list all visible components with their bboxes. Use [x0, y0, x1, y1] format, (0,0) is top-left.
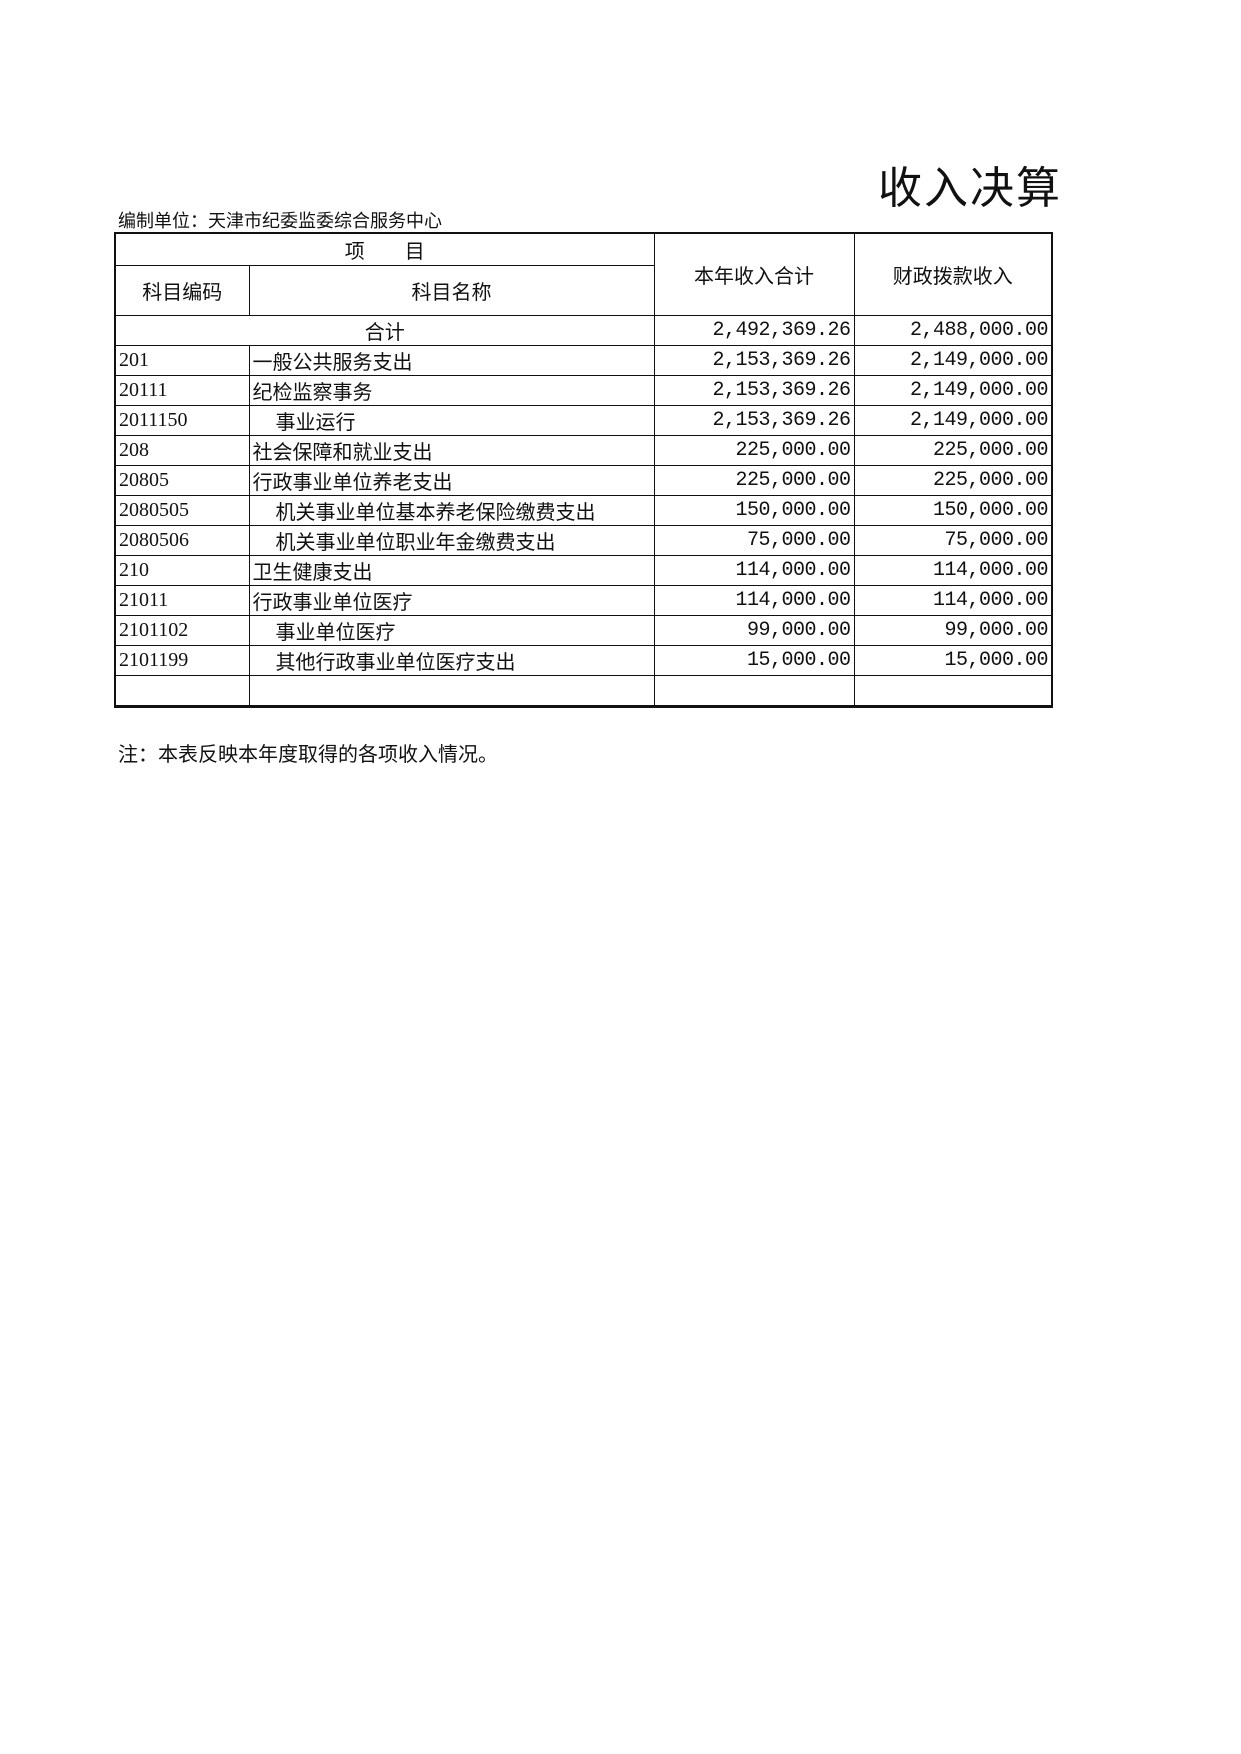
row-name: 社会保障和就业支出 — [248, 434, 655, 466]
table-row: 2101102 事业单位医疗 99,000.00 99,000.00 — [114, 614, 1053, 646]
row-code: 20111 — [114, 374, 250, 406]
row-total: 225,000.00 — [653, 434, 855, 466]
row-code: 2011150 — [114, 404, 250, 436]
row-code: 201 — [114, 344, 250, 376]
header-code: 科目编码 — [114, 264, 250, 316]
table-row: 208 社会保障和就业支出 225,000.00 225,000.00 — [114, 434, 1053, 466]
empty-row — [114, 674, 1053, 707]
row-fiscal: 75,000.00 — [853, 524, 1053, 556]
row-name: 卫生健康支出 — [248, 554, 655, 586]
row-total: 2,153,369.26 — [653, 374, 855, 406]
table-row: 2080505 机关事业单位基本养老保险缴费支出 150,000.00 150,000… — [114, 494, 1053, 526]
row-code: 2101199 — [114, 644, 250, 676]
row-code: 2080506 — [114, 524, 250, 556]
table-row: 201 一般公共服务支出 2,153,369.26 2,149,000.00 — [114, 344, 1053, 376]
compiling-unit: 编制单位：天津市纪委监委综合服务中心 — [118, 211, 442, 232]
table-row: 21011 行政事业单位医疗 114,000.00 114,000.00 — [114, 584, 1053, 616]
row-code: 2101102 — [114, 614, 250, 646]
total-label: 合计 — [114, 314, 655, 346]
row-fiscal: 225,000.00 — [853, 434, 1053, 466]
row-fiscal: 99,000.00 — [853, 614, 1053, 646]
row-fiscal: 15,000.00 — [853, 644, 1053, 676]
row-total: 2,153,369.26 — [653, 344, 855, 376]
row-fiscal: 2,149,000.00 — [853, 374, 1053, 406]
row-name: 机关事业单位基本养老保险缴费支出 — [248, 494, 655, 526]
empty-cell — [114, 674, 250, 707]
empty-cell — [653, 674, 855, 707]
total-row: 合计 2,492,369.26 2,488,000.00 — [114, 314, 1053, 346]
row-fiscal: 2,149,000.00 — [853, 404, 1053, 436]
row-name: 机关事业单位职业年金缴费支出 — [248, 524, 655, 556]
header-name: 科目名称 — [248, 264, 655, 316]
row-total: 225,000.00 — [653, 464, 855, 496]
total-fiscal: 2,488,000.00 — [853, 314, 1053, 346]
row-fiscal: 114,000.00 — [853, 584, 1053, 616]
row-fiscal: 225,000.00 — [853, 464, 1053, 496]
row-code: 2080505 — [114, 494, 250, 526]
table-row: 20805 行政事业单位养老支出 225,000.00 225,000.00 — [114, 464, 1053, 496]
table-row: 2101199 其他行政事业单位医疗支出 15,000.00 15,000.00 — [114, 644, 1053, 676]
row-name: 纪检监察事务 — [248, 374, 655, 406]
row-fiscal: 150,000.00 — [853, 494, 1053, 526]
row-name: 行政事业单位医疗 — [248, 584, 655, 616]
row-name: 行政事业单位养老支出 — [248, 464, 655, 496]
table-row: 20111 纪检监察事务 2,153,369.26 2,149,000.00 — [114, 374, 1053, 406]
row-code: 210 — [114, 554, 250, 586]
row-total: 15,000.00 — [653, 644, 855, 676]
row-total: 114,000.00 — [653, 584, 855, 616]
page-title: 收入决算 — [878, 163, 1062, 214]
table-row: 2080506 机关事业单位职业年金缴费支出 75,000.00 75,000.00 — [114, 524, 1053, 556]
row-name: 其他行政事业单位医疗支出 — [248, 644, 655, 676]
row-fiscal: 2,149,000.00 — [853, 344, 1053, 376]
row-total: 150,000.00 — [653, 494, 855, 526]
row-fiscal: 114,000.00 — [853, 554, 1053, 586]
empty-cell — [248, 674, 655, 707]
row-total: 114,000.00 — [653, 554, 855, 586]
table-row: 210 卫生健康支出 114,000.00 114,000.00 — [114, 554, 1053, 586]
table-note: 注：本表反映本年度取得的各项收入情况。 — [118, 742, 498, 766]
row-name: 事业运行 — [248, 404, 655, 436]
row-code: 208 — [114, 434, 250, 466]
header-total: 本年收入合计 — [653, 232, 855, 316]
total-amount: 2,492,369.26 — [653, 314, 855, 346]
row-total: 2,153,369.26 — [653, 404, 855, 436]
table-row: 2011150 事业运行 2,153,369.26 2,149,000.00 — [114, 404, 1053, 436]
row-name: 事业单位医疗 — [248, 614, 655, 646]
row-code: 20805 — [114, 464, 250, 496]
header-item: 项 目 — [114, 232, 655, 266]
income-table: 项 目 本年收入合计 财政拨款收入 科目编码 科目名称 合计 2,492,369… — [114, 232, 1053, 708]
row-code: 21011 — [114, 584, 250, 616]
header-fiscal: 财政拨款收入 — [853, 232, 1053, 316]
row-total: 75,000.00 — [653, 524, 855, 556]
row-name: 一般公共服务支出 — [248, 344, 655, 376]
empty-cell — [853, 674, 1053, 707]
row-total: 99,000.00 — [653, 614, 855, 646]
